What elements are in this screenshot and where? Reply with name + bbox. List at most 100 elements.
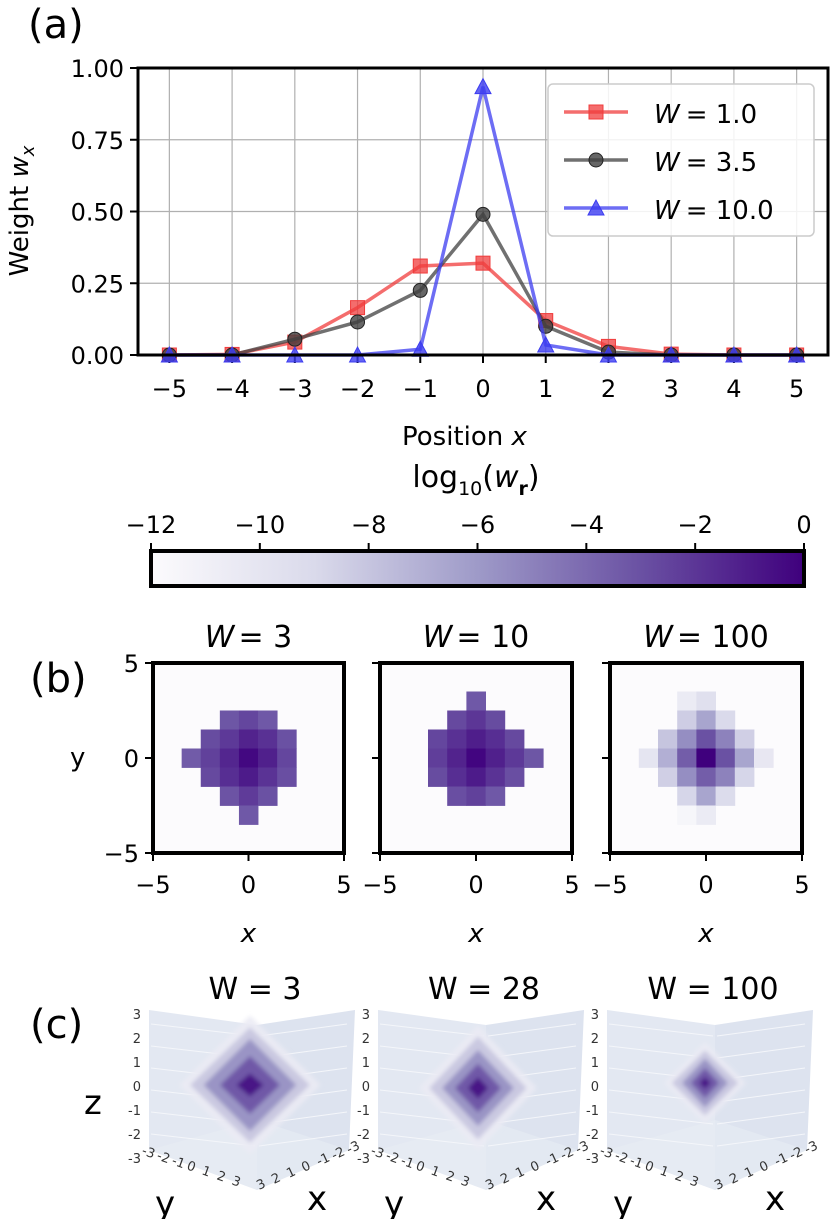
grid-line-3d [258, 1023, 348, 1037]
y-tick-label: 5 [124, 650, 139, 678]
z-tick-label: -2 [586, 1128, 599, 1143]
heatmap-cell [696, 729, 716, 749]
grid-line-3d [258, 1133, 348, 1147]
heatmap-title-val: = 10 [456, 620, 529, 655]
y-axis-label-a: Weight wx [5, 145, 39, 276]
isosurface [179, 1015, 321, 1155]
grid-line-3d [716, 1045, 806, 1059]
y-tick-label-3d: -2 [384, 1149, 401, 1168]
panel-label-a: (a) [28, 2, 84, 48]
x-tick-label: −5 [592, 871, 627, 899]
z-tick-label: 2 [362, 1032, 370, 1047]
data-point-square [350, 300, 366, 316]
colorbar-tick-label: −2 [677, 511, 712, 539]
floor [607, 1120, 807, 1190]
legend-label-var: W [654, 148, 681, 178]
z-tick-label: -1 [128, 1104, 141, 1119]
heatmap-cell [734, 729, 755, 749]
x-tick-label: 5 [564, 871, 579, 899]
heatmap-title: W = 10 [423, 620, 530, 655]
x-tick-label: 0 [241, 871, 256, 899]
panel-label-b: (b) [30, 656, 87, 702]
heatmap-cell [219, 786, 240, 806]
iso-level [467, 1077, 489, 1099]
z-tick-label: 1 [591, 1056, 599, 1071]
y-tick-label: 0.50 [71, 199, 124, 227]
y-tick-label: 0.75 [71, 127, 124, 155]
heatmap-cell [485, 729, 506, 749]
x-tick-label: 3 [664, 375, 679, 403]
heatmap-cell [447, 767, 467, 787]
grid-line-3d [716, 1089, 806, 1103]
heatmap-cell [485, 786, 506, 806]
x-axis-label-c: x [536, 1179, 556, 1219]
heatmap-cell [277, 748, 297, 768]
colorbar-tick-label: −10 [235, 511, 286, 539]
x-tick-label-3d: -3 [344, 1139, 362, 1158]
x-tick-label-3d: -2 [787, 1145, 805, 1164]
heatmap-cell [238, 729, 259, 749]
heatmap-cell [658, 729, 678, 749]
grid-line-3d [487, 1133, 577, 1147]
colorbar-title: log10(wr) [412, 460, 539, 500]
heatmap-cell [277, 767, 297, 787]
z-tick-label: -2 [357, 1128, 370, 1143]
x-axis-label-a: Position x [402, 422, 528, 452]
z-tick-label: 3 [591, 1008, 599, 1023]
z-tick-label: 0 [591, 1080, 599, 1095]
heatmap-cell [715, 786, 736, 806]
legend-label-val: = 10.0 [686, 196, 774, 226]
heatmap-cell [715, 729, 736, 749]
data-point-triangle [474, 77, 492, 95]
grid-line-3d [608, 1111, 714, 1125]
data-point-triangle [536, 335, 555, 353]
heatmap-cell [238, 786, 259, 806]
z-tick-label: 1 [133, 1056, 141, 1071]
y-tick-label-3d: -3 [598, 1144, 615, 1163]
grid-line-3d [379, 1133, 485, 1147]
x-tick-label: 5 [336, 871, 351, 899]
isosurface-title: W = 100 [647, 972, 778, 1007]
y-axis-label-c: y [155, 1184, 175, 1219]
heatmap-cell [504, 748, 525, 768]
heatmap-cell [466, 710, 486, 730]
legend-label-val: = 1.0 [686, 100, 757, 130]
z-tick-label: 2 [591, 1032, 599, 1047]
x-tick-label-3d: -3 [802, 1139, 820, 1158]
heatmap-cell [219, 710, 240, 730]
x-tick-label-3d: -2 [558, 1145, 576, 1164]
heatmap-cell [428, 767, 448, 787]
z-tick-label: -2 [128, 1128, 141, 1143]
heatmap-cell [258, 729, 278, 749]
heatmap-cell [715, 748, 736, 768]
data-point-triangle [587, 198, 605, 216]
heatmap-cell [485, 710, 506, 730]
heatmap-cell [638, 748, 659, 768]
heatmap-cell [466, 786, 486, 806]
z-tick-label: 3 [362, 1008, 370, 1023]
x-tick-label: −5 [152, 375, 187, 403]
heatmap-cell [447, 710, 467, 730]
y-tick-label-3d: -1 [399, 1154, 416, 1173]
y-tick-label: 0.00 [71, 342, 124, 370]
y-tick-label: 0 [124, 745, 139, 773]
heatmap-title-var: W [205, 620, 236, 655]
heatmap-cell [754, 748, 774, 768]
x-tick-label: 5 [794, 871, 809, 899]
heatmap-cell [658, 767, 678, 787]
y-tick-label: 0.25 [71, 270, 124, 298]
x-tick-label: 0 [475, 375, 490, 403]
heatmap-cell [181, 748, 202, 768]
z-tick-label: 3 [133, 1008, 141, 1023]
heatmap-cell [466, 767, 486, 787]
z-tick-label: -1 [357, 1104, 370, 1119]
z-tick-label: 0 [362, 1080, 370, 1095]
plot-frame-a [136, 66, 830, 357]
x-tick-label: 5 [789, 375, 804, 403]
isosurface-title: W = 3 [209, 972, 302, 1007]
heatmap-cell [696, 691, 716, 711]
line-chart-a: −5 −4 −3 −2 −1 0 1 2 3 4 50.000.250.500.751.00W = 1… [71, 55, 830, 403]
heatmap-cell [485, 767, 506, 787]
